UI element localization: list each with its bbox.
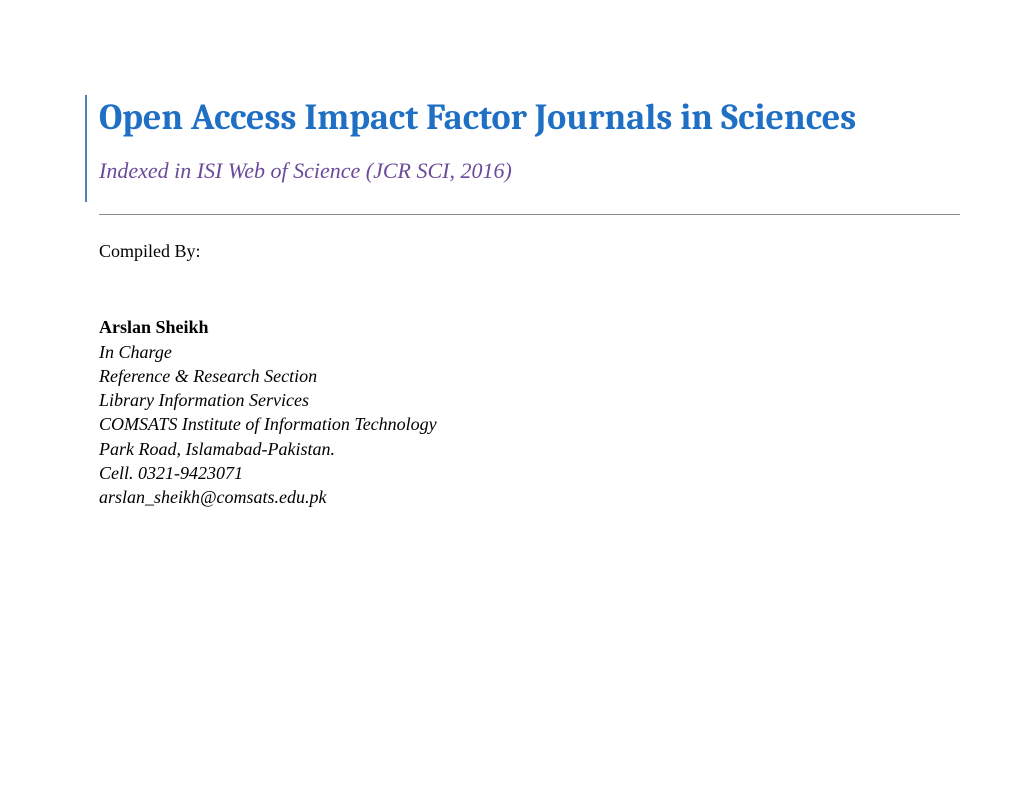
author-block: Arslan Sheikh In Charge Reference & Rese… [99, 315, 960, 509]
page-title: Open Access Impact Factor Journals in Sc… [99, 95, 960, 140]
page-subtitle: Indexed in ISI Web of Science (JCR SCI, … [99, 158, 960, 184]
author-section: Reference & Research Section [99, 364, 960, 388]
author-address: Park Road, Islamabad-Pakistan. [99, 437, 960, 461]
author-institute: COMSATS Institute of Information Technol… [99, 412, 960, 436]
divider [99, 214, 960, 215]
author-cell: Cell. 0321-9423071 [99, 461, 960, 485]
author-dept: Library Information Services [99, 388, 960, 412]
author-email: arslan_sheikh@comsats.edu.pk [99, 485, 960, 509]
title-block: Open Access Impact Factor Journals in Sc… [85, 95, 960, 202]
document-content: Open Access Impact Factor Journals in Sc… [85, 95, 960, 510]
compiled-by-label: Compiled By: [99, 239, 960, 263]
author-name: Arslan Sheikh [99, 315, 960, 339]
author-role: In Charge [99, 340, 960, 364]
